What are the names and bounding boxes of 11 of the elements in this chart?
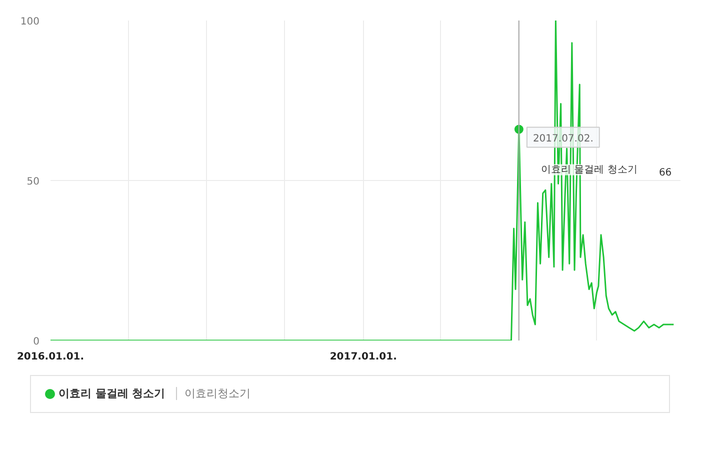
annotation: 2017.07.02. — [532, 133, 594, 144]
y-tick-label: 50 — [26, 176, 40, 188]
text: 이효리 물걸레 청소기 — [540, 164, 638, 176]
legend-label: 이효리 물걸레 청소기 — [58, 387, 166, 400]
line-series — [50, 20, 674, 340]
text: 이효리청소기 — [176, 387, 251, 400]
annotation: 66 — [658, 167, 672, 178]
y-tick-label: 0 — [33, 336, 40, 348]
y-tick-label: 100 — [20, 16, 40, 28]
x-tick-label: 2017.01.01. — [330, 352, 397, 362]
x-tick-label: 2016.01.01. — [16, 352, 84, 362]
